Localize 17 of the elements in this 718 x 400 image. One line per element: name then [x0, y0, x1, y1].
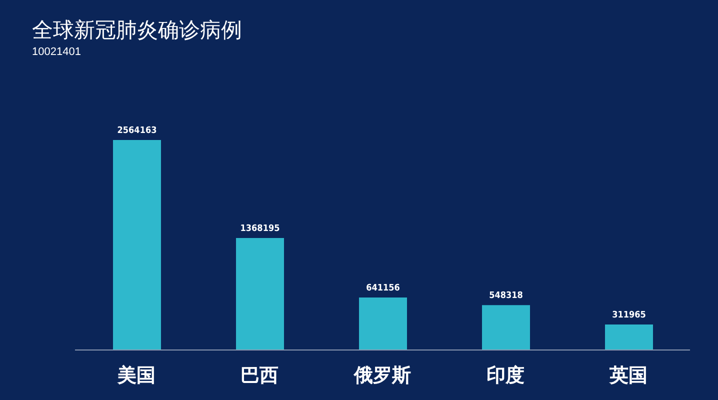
data-label: 311965	[612, 310, 646, 320]
data-label: 1368195	[240, 224, 280, 234]
data-label: 641156	[366, 283, 400, 294]
bar	[359, 297, 407, 350]
chart-title: 全球新冠肺炎确诊病例	[32, 17, 242, 44]
bar	[236, 238, 284, 350]
x-tick-label: 美国	[116, 364, 156, 386]
chart-subtitle: 10021401	[32, 46, 81, 58]
x-tick-label: 英国	[608, 364, 648, 386]
bar	[605, 324, 653, 350]
bar	[482, 305, 530, 350]
data-label: 2564163	[117, 126, 157, 136]
data-label: 548318	[489, 291, 524, 302]
x-tick-label: 俄罗斯	[353, 364, 411, 386]
x-tick-label: 巴西	[240, 364, 278, 386]
x-tick-label: 印度	[486, 364, 524, 386]
bar	[113, 140, 161, 350]
